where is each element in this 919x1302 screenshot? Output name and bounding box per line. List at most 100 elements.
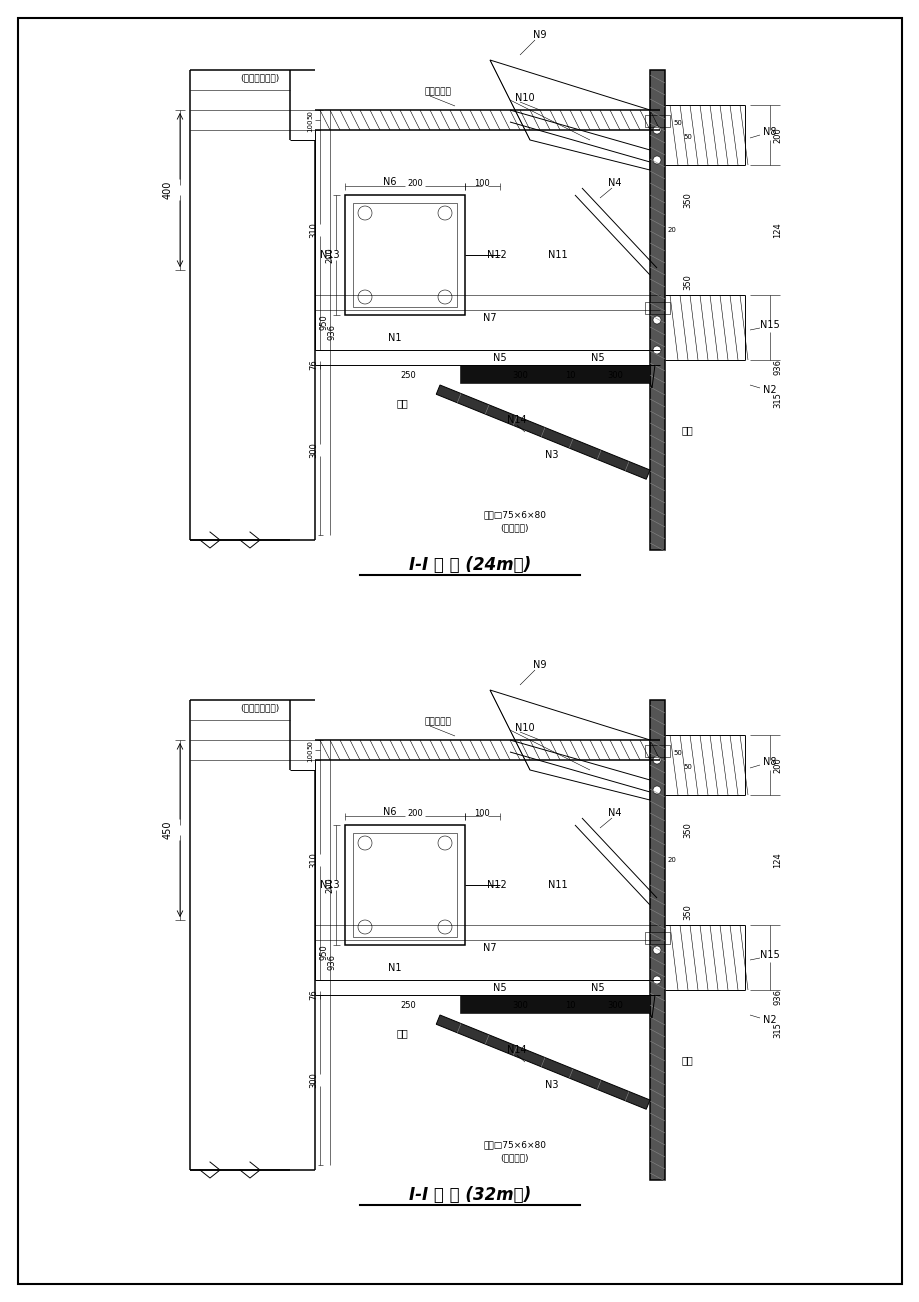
Text: 350: 350 [683,822,692,838]
Circle shape [652,786,660,794]
Text: 50: 50 [673,750,682,756]
Text: 315: 315 [773,392,782,408]
Text: 300: 300 [309,1072,318,1088]
Bar [353,833,457,937]
Text: 200: 200 [325,247,335,263]
Text: N1: N1 [388,333,402,342]
Text: (墙顶围栏未示): (墙顶围栏未示) [240,703,279,712]
Text: 300: 300 [309,443,318,458]
Text: 76: 76 [309,359,318,370]
Bar [644,115,669,128]
Text: 300: 300 [607,1000,622,1009]
Text: 936: 936 [327,324,336,340]
Text: 315: 315 [773,1022,782,1038]
Bar [345,195,464,315]
Text: 310: 310 [309,852,318,868]
Circle shape [652,156,660,164]
Text: 100: 100 [307,118,312,132]
Text: 200: 200 [773,128,782,143]
Text: 450: 450 [163,820,173,840]
Text: N11: N11 [548,250,567,260]
Text: N7: N7 [482,943,496,953]
Circle shape [652,947,660,954]
Text: 76: 76 [309,990,318,1000]
Text: 950: 950 [319,944,328,960]
Text: 300: 300 [512,1000,528,1009]
Text: 350: 350 [683,273,692,290]
Text: (墙顶围栏未示): (墙顶围栏未示) [240,73,279,82]
Text: 100: 100 [307,749,312,762]
Polygon shape [436,385,650,479]
Text: N13: N13 [320,250,339,260]
Text: 250: 250 [400,1000,415,1009]
Text: N11: N11 [548,880,567,891]
Circle shape [652,756,660,764]
Text: 200: 200 [325,878,335,893]
Text: 300: 300 [512,371,528,379]
Bar [460,995,650,1013]
Text: N10: N10 [515,92,534,103]
Polygon shape [436,1016,650,1109]
Circle shape [652,126,660,134]
Text: 与围栏焊接: 与围栏焊接 [424,717,451,727]
Bar [353,203,457,307]
Text: N3: N3 [545,450,558,460]
Text: 焊接: 焊接 [680,424,692,435]
Text: N2: N2 [763,385,776,395]
Text: N5: N5 [493,353,506,363]
Text: 400: 400 [163,181,173,199]
Text: 200: 200 [773,758,782,773]
Text: 124: 124 [773,223,782,238]
Text: 936: 936 [773,359,782,375]
Text: 936: 936 [773,990,782,1005]
Text: N14: N14 [506,1046,527,1055]
Text: 垫板□75×6×80: 垫板□75×6×80 [483,510,546,519]
Text: 50: 50 [673,120,682,126]
Text: N12: N12 [486,250,506,260]
Text: 200: 200 [407,178,423,187]
Bar [650,70,664,549]
Text: I-I 截 面 (32m侧): I-I 截 面 (32m侧) [408,1186,530,1204]
Text: 950: 950 [319,314,328,329]
Text: N9: N9 [533,660,546,671]
Text: N3: N3 [545,1079,558,1090]
Text: 350: 350 [683,904,692,921]
Bar [644,302,669,314]
Text: 310: 310 [309,223,318,238]
Text: N13: N13 [320,880,339,891]
Text: N8: N8 [763,756,776,767]
Text: 200: 200 [407,809,423,818]
Circle shape [652,346,660,354]
Text: 10: 10 [564,1000,574,1009]
Bar [460,365,650,383]
Circle shape [652,316,660,324]
Text: 50: 50 [307,741,312,750]
Text: N4: N4 [607,178,621,187]
Text: 300: 300 [607,371,622,379]
Text: 焊接: 焊接 [396,1029,407,1038]
Text: (利用废料): (利用废料) [500,523,528,533]
Text: N15: N15 [759,320,779,329]
Text: (利用废料): (利用废料) [500,1154,528,1163]
Text: 100: 100 [473,809,489,818]
Text: 50: 50 [307,111,312,120]
Text: N7: N7 [482,312,496,323]
Text: N6: N6 [383,807,396,816]
Text: N5: N5 [591,353,604,363]
Text: N8: N8 [763,128,776,137]
Bar [644,932,669,944]
Text: N6: N6 [383,177,396,187]
Text: 50: 50 [683,134,692,141]
Bar [644,745,669,756]
Text: 焊接: 焊接 [396,398,407,408]
Text: 124: 124 [773,852,782,868]
Text: N5: N5 [493,983,506,993]
Text: 20: 20 [667,857,675,863]
Text: N15: N15 [759,950,779,960]
Text: N2: N2 [763,1016,776,1025]
Text: 10: 10 [564,371,574,379]
Circle shape [652,976,660,984]
Text: 250: 250 [400,371,415,379]
Text: I-I 截 面 (24m侧): I-I 截 面 (24m侧) [408,556,530,574]
Text: N9: N9 [533,30,546,40]
